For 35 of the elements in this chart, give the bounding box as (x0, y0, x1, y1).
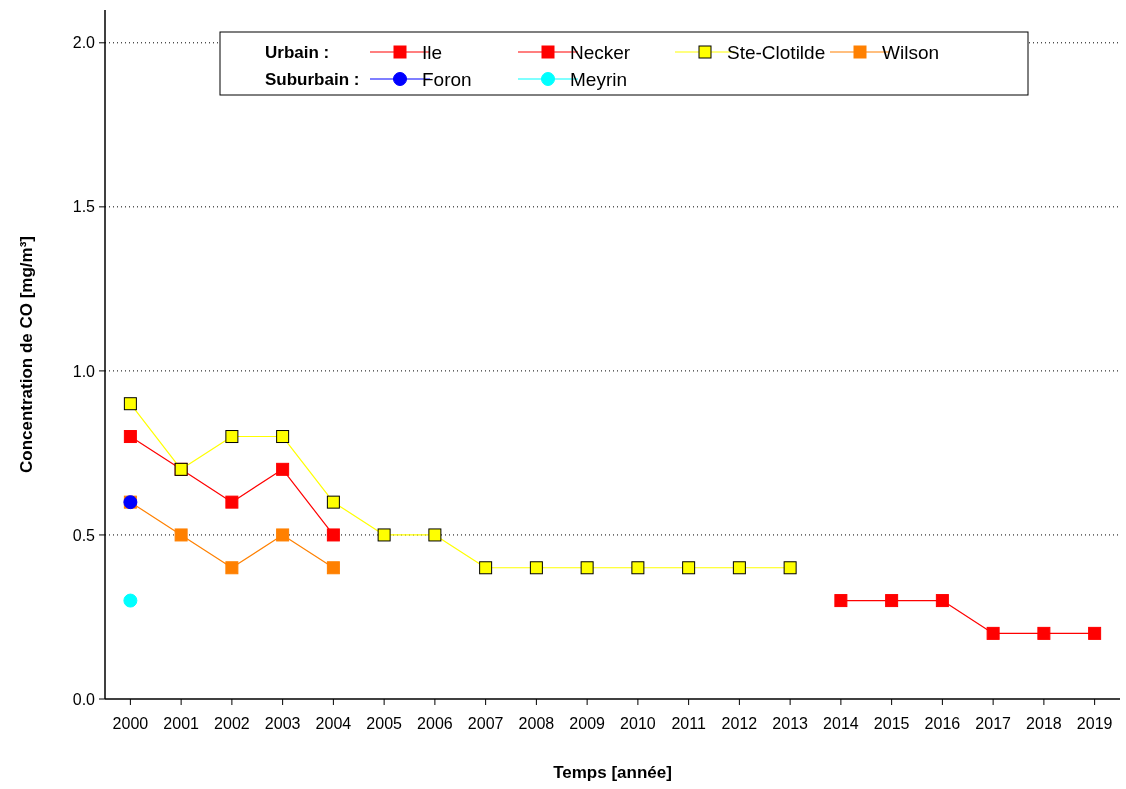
x-tick-label: 2019 (1076, 715, 1113, 732)
legend-label: Foron (422, 68, 472, 90)
x-tick-label: 2015 (873, 715, 910, 732)
x-tick-label: 2012 (721, 715, 758, 732)
x-tick-label: 2009 (569, 715, 606, 732)
legend-label: Necker (570, 41, 631, 63)
x-tick-label: 2017 (975, 715, 1012, 732)
annotation: Suburbain : (265, 69, 360, 89)
legend-label: Wilson (882, 41, 940, 63)
x-tick-label: 2001 (163, 715, 200, 732)
x-tick-label: 2008 (518, 715, 555, 732)
legend-label: Ste-Clotilde (727, 41, 826, 63)
x-tick-label: 2016 (924, 715, 961, 732)
x-tick-label: 2014 (823, 715, 859, 732)
legend-label: Meyrin (570, 68, 628, 90)
x-tick-label: 2000 (112, 715, 149, 732)
x-axis-title: Temps [année] (553, 763, 672, 782)
x-tick-label: 2007 (467, 715, 504, 732)
legend-label: Ile (422, 41, 443, 63)
x-tick-label: 2003 (264, 715, 301, 732)
y-tick-label: 1.5 (72, 198, 96, 216)
x-tick-label: 2010 (620, 715, 656, 732)
x-tick-label: 2018 (1026, 715, 1062, 732)
annotation: Urbain : (265, 42, 330, 62)
x-tick-label: 2011 (671, 715, 706, 732)
y-axis-title: Concentration de CO [mg/m³] (17, 235, 36, 474)
x-tick-label: 2006 (417, 715, 453, 732)
y-tick-label: 0.5 (72, 526, 96, 544)
x-tick-label: 2013 (772, 715, 809, 732)
x-tick-label: 2002 (214, 715, 250, 732)
y-tick-label: 0.0 (72, 690, 96, 708)
y-tick-label: 2.0 (72, 34, 96, 52)
x-tick-label: 2005 (366, 715, 403, 732)
x-tick-label: 2004 (315, 715, 352, 732)
y-tick-label: 1.0 (72, 362, 96, 380)
